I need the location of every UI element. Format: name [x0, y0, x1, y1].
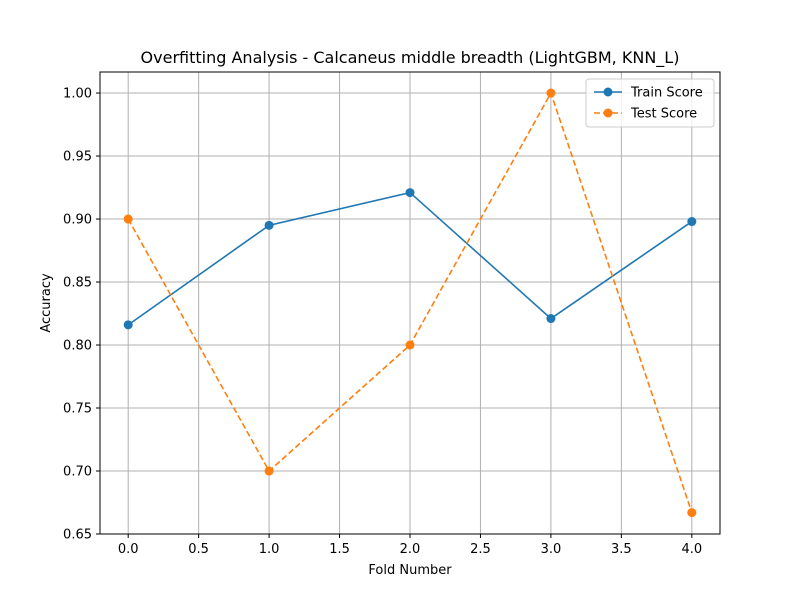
train-score-point: [687, 217, 697, 227]
chart-title: Overfitting Analysis - Calcaneus middle …: [141, 48, 680, 68]
test-score-point: [405, 340, 415, 350]
train-score-point: [264, 220, 274, 230]
y-tick-label: 0.90: [63, 213, 92, 228]
y-tick-label: 0.70: [63, 465, 92, 480]
legend: Train Score Test Score: [585, 78, 715, 128]
train-score-point: [546, 314, 556, 324]
legend-train-score-label: Train Score: [630, 86, 703, 101]
train-score-point: [405, 188, 415, 198]
y-tick-label: 0.65: [63, 528, 92, 543]
x-axis-label: Fold Number: [368, 563, 452, 578]
legend-test-score-marker: [603, 108, 613, 118]
x-tick-label: 2.0: [400, 542, 421, 557]
legend-train-score-marker: [603, 87, 613, 97]
x-tick-label: 0.0: [118, 542, 139, 557]
x-tick-label: 1.0: [259, 542, 280, 557]
test-score-point: [264, 466, 274, 476]
test-score-point: [687, 508, 697, 518]
y-tick-label: 1.00: [63, 87, 92, 102]
x-tick-label: 0.5: [188, 542, 209, 557]
y-axis-label: Accuracy: [39, 273, 54, 333]
series-layer: [123, 88, 697, 518]
x-tick-label: 3.5: [611, 542, 632, 557]
x-tick-label: 4.0: [681, 542, 702, 557]
legend-test-score-label: Test Score: [630, 107, 697, 122]
ticks: 0.0 0.5 1.0 1.5 2.0 2.5 3.0 3.5 4.0 0.65 0.70 0.75 0…: [63, 87, 702, 557]
y-tick-label: 0.80: [63, 339, 92, 354]
y-tick-label: 0.75: [63, 402, 92, 417]
y-tick-label: 0.85: [63, 276, 92, 291]
legend-box: [585, 78, 715, 128]
test-score-point: [546, 88, 556, 98]
x-tick-label: 3.0: [541, 542, 562, 557]
x-tick-label: 1.5: [329, 542, 350, 557]
train-score-point: [123, 320, 133, 330]
test-score-point: [123, 214, 133, 224]
x-tick-label: 2.5: [470, 542, 491, 557]
y-tick-label: 0.95: [63, 150, 92, 165]
